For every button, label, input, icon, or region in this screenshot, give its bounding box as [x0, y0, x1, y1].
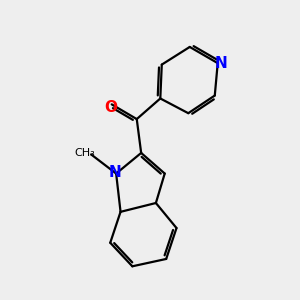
Text: N: N	[215, 56, 228, 70]
Text: O: O	[104, 100, 117, 115]
Text: N: N	[108, 165, 121, 180]
Text: CH₃: CH₃	[75, 148, 96, 158]
